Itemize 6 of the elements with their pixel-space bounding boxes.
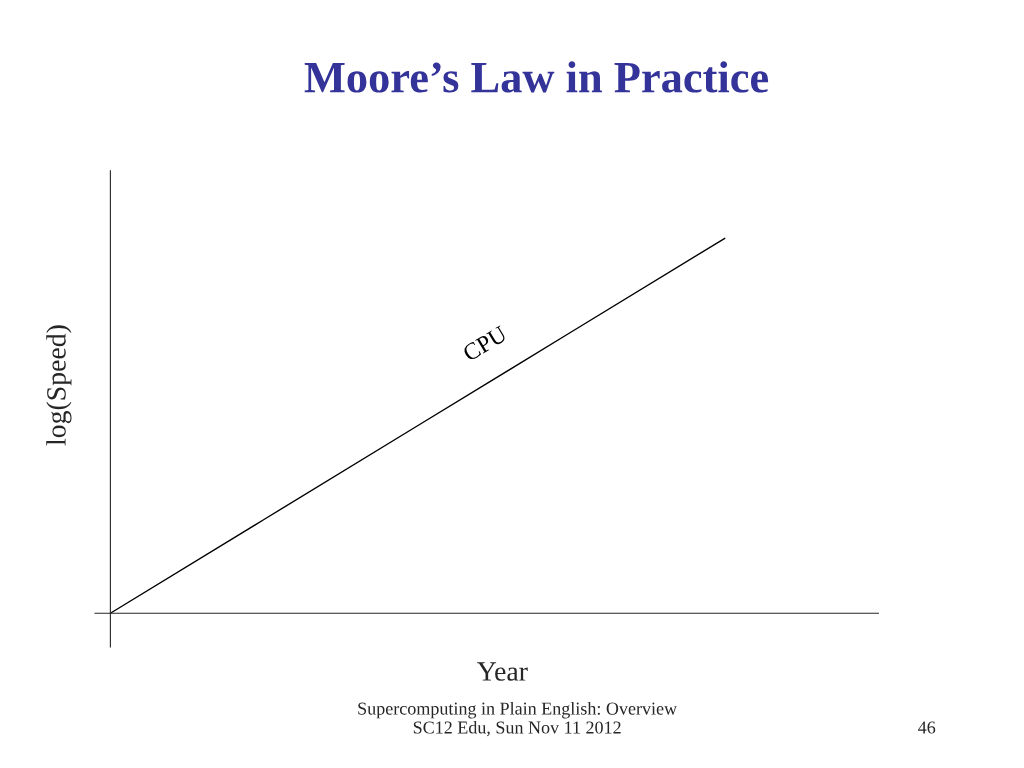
text: 46 <box>918 721 936 734</box>
y-axis-title: log(Speed) <box>46 325 72 446</box>
x-axis-title: Year <box>477 662 528 681</box>
text: CPU <box>461 325 509 362</box>
chart-title: Moore’s Law in Practice <box>304 61 769 93</box>
text: Supercomputing in Plain English: Overview SC12 Edu, Sun Nov 11 2012 <box>358 701 678 737</box>
